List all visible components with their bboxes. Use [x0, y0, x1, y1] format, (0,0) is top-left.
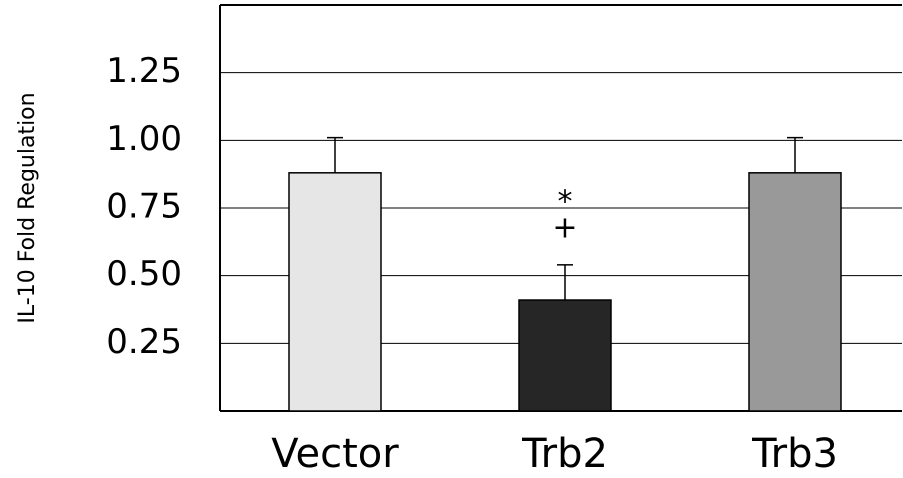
y-axis-label: IL-10 Fold Regulation	[15, 92, 40, 323]
x-tick-label: Vector	[271, 431, 399, 477]
bar	[288, 172, 382, 412]
bar	[748, 172, 842, 412]
bar	[518, 299, 612, 412]
y-tick-label: 0.50	[106, 254, 182, 294]
y-tick-label: 1.25	[106, 51, 182, 91]
y-tick-label: 0.75	[106, 187, 182, 227]
annotation: +	[552, 210, 577, 245]
annotation: *	[558, 184, 573, 219]
x-tick-label: Trb3	[751, 431, 838, 477]
y-tick-label: 1.00	[106, 119, 182, 159]
y-tick-label: 0.25	[106, 322, 182, 362]
x-tick-label: Trb2	[521, 431, 608, 477]
